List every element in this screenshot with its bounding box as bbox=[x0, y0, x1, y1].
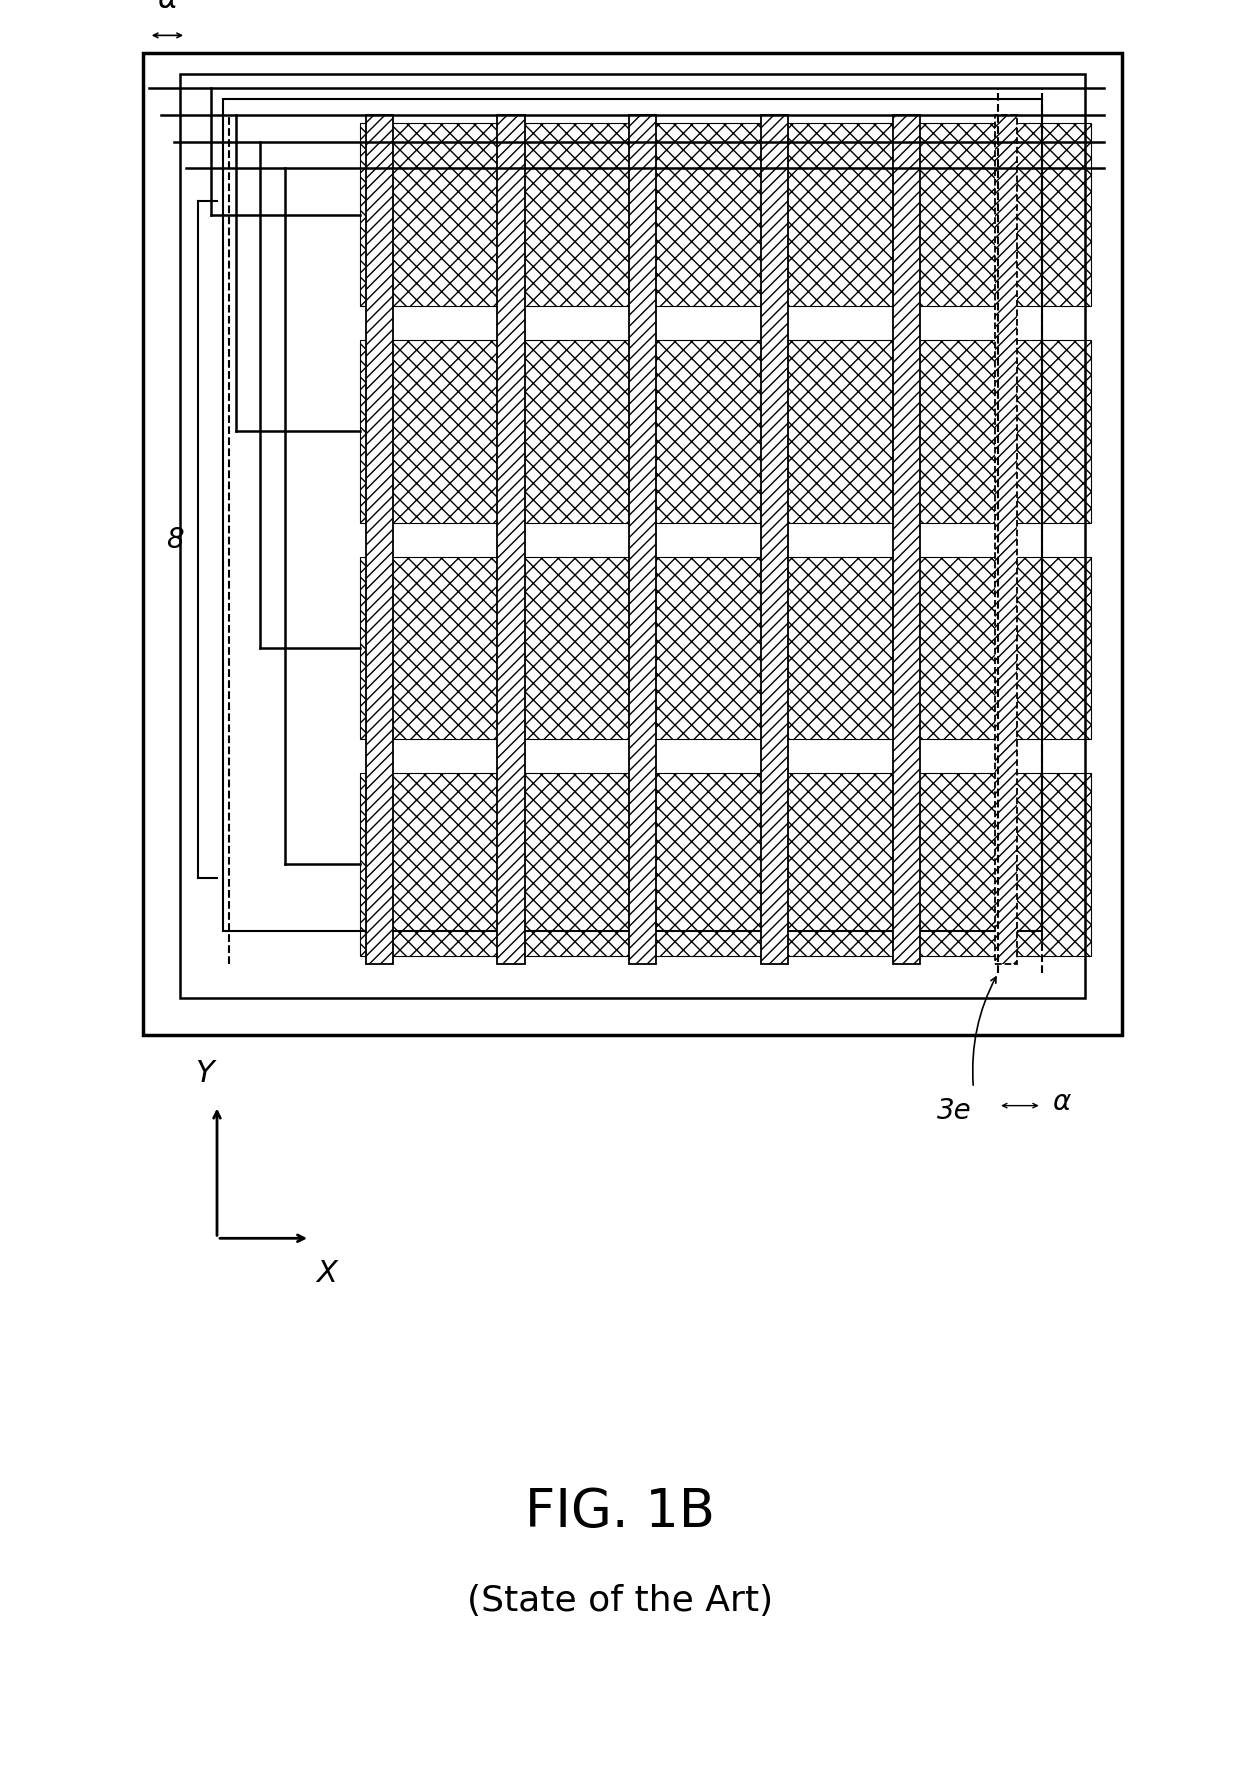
Bar bbox=[360, 124, 1091, 306]
Text: (State of the Art): (State of the Art) bbox=[467, 1583, 773, 1619]
Text: 8: 8 bbox=[166, 525, 184, 554]
Text: 3e: 3e bbox=[937, 1097, 972, 1125]
Text: $\alpha$: $\alpha$ bbox=[1052, 1088, 1071, 1116]
Bar bbox=[360, 340, 1091, 522]
Bar bbox=[180, 74, 1085, 998]
Bar bbox=[360, 557, 1091, 739]
Bar bbox=[761, 115, 789, 964]
Bar bbox=[996, 115, 1017, 964]
Text: FIG. 1B: FIG. 1B bbox=[525, 1486, 715, 1539]
Bar bbox=[143, 53, 1122, 1035]
Bar bbox=[366, 115, 393, 964]
Text: X: X bbox=[316, 1260, 337, 1288]
Bar bbox=[223, 99, 1042, 930]
Bar bbox=[360, 773, 1091, 955]
Text: Y: Y bbox=[195, 1060, 215, 1088]
Text: $\alpha$: $\alpha$ bbox=[156, 0, 179, 14]
Bar bbox=[893, 115, 920, 964]
Bar bbox=[629, 115, 656, 964]
Bar bbox=[497, 115, 525, 964]
